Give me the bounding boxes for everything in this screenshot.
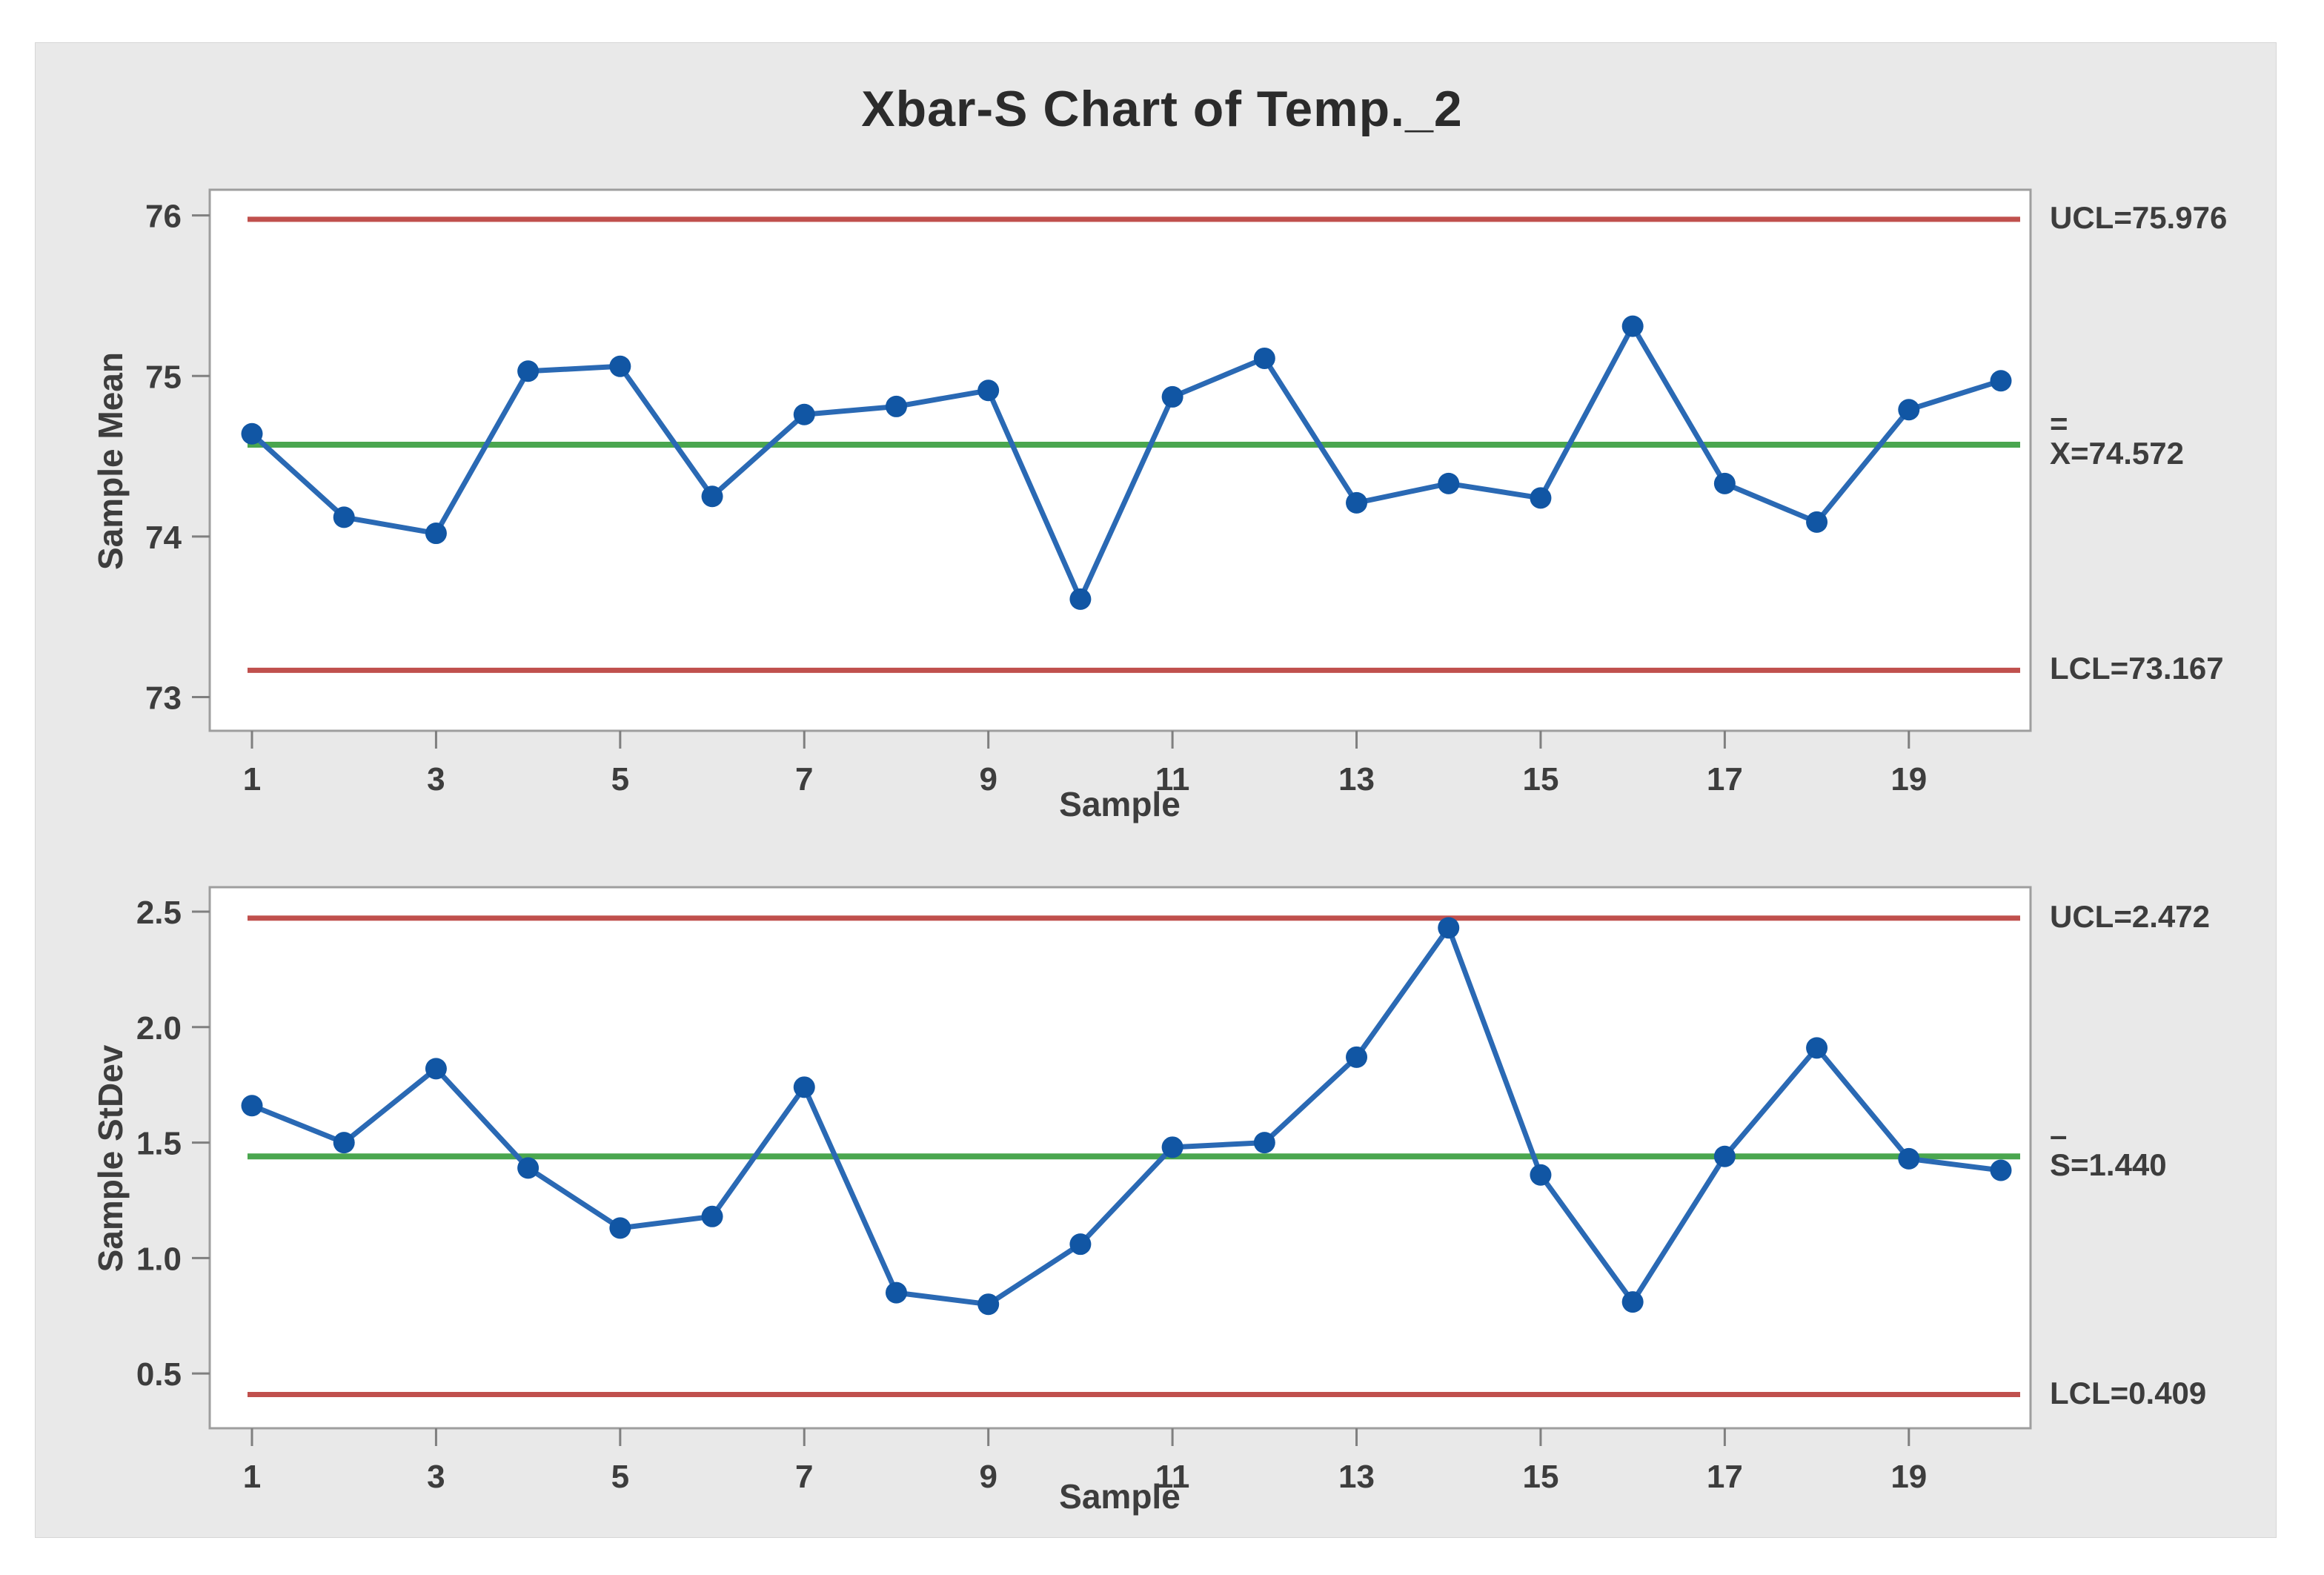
s-chart-data-point[interactable] <box>425 1058 447 1080</box>
s-chart-x-tick-label: 3 <box>427 1459 445 1495</box>
xbar-chart-data-point[interactable] <box>1530 487 1552 509</box>
center-label-s: – S=1.440 <box>2050 1118 2167 1182</box>
xbar-doublebar-glyph: = <box>2050 406 2068 441</box>
s-chart-x-tick-label: 9 <box>979 1459 997 1495</box>
xbar-chart-x-tick-label: 1 <box>243 761 261 798</box>
xbar-chart-data-point[interactable] <box>885 395 907 417</box>
xbar-chart-x-tick-label: 17 <box>1707 761 1743 798</box>
s-chart-x-tick-label: 17 <box>1707 1459 1743 1495</box>
xbar-chart-data-point[interactable] <box>1346 491 1368 514</box>
s-chart-data-point[interactable] <box>885 1281 907 1304</box>
s-chart-series-line <box>249 925 2004 1307</box>
xbar-chart-data-point[interactable] <box>425 523 447 545</box>
s-chart-plot-border <box>208 886 2032 1430</box>
s-chart-data-point[interactable] <box>701 1205 723 1227</box>
s-center-value: S=1.440 <box>2050 1147 2167 1182</box>
xbar-chart-data-point[interactable] <box>241 422 263 445</box>
s-chart-x-tick-label: 11 <box>1155 1459 1190 1495</box>
s-chart-data-point[interactable] <box>1621 1291 1644 1313</box>
x-axis-title-bottom: Sample <box>1059 1477 1181 1516</box>
s-chart-data-point[interactable] <box>1346 1046 1368 1068</box>
xbar-chart-x-tick-label: 7 <box>795 761 813 798</box>
xbar-chart-data-point[interactable] <box>1161 385 1183 408</box>
s-chart-x-tick-label: 5 <box>611 1459 629 1495</box>
xbar-chart-y-tick-label: 76 <box>145 199 182 235</box>
s-chart-data-point[interactable] <box>1898 1147 1920 1170</box>
xbar-chart-data-point[interactable] <box>1990 370 2012 392</box>
x-axis-title-top: Sample <box>1059 785 1181 823</box>
xbar-chart-x-tick-label: 5 <box>611 761 629 798</box>
xbar-chart-plot-border <box>208 188 2032 732</box>
xbar-chart-data-point[interactable] <box>1069 588 1092 610</box>
xbar-chart-data-point[interactable] <box>1621 315 1644 337</box>
xbar-chart-data-point[interactable] <box>977 379 1000 402</box>
xbar-chart-y-tick-label: 73 <box>145 680 182 717</box>
chart-title: Xbar-S Chart of Temp._2 <box>861 81 1463 137</box>
s-chart-data-point[interactable] <box>977 1293 1000 1316</box>
s-chart-x-tick-label: 7 <box>795 1459 813 1495</box>
xbar-chart-data-point[interactable] <box>701 485 723 508</box>
s-chart-x-tick-label: 13 <box>1338 1459 1375 1495</box>
s-chart-y-tick-label: 1.0 <box>136 1241 182 1277</box>
s-chart-y-tick-label: 0.5 <box>136 1356 182 1393</box>
xbar-chart-x-tick-label: 3 <box>427 761 445 798</box>
center-label-xbar: = X=74.572 <box>2050 406 2185 471</box>
xbar-chart-data-point[interactable] <box>1713 472 1736 494</box>
s-chart-data-point[interactable] <box>1806 1037 1828 1059</box>
s-chart-y-tick-label: 2.5 <box>136 895 182 931</box>
xbar-chart-data-point[interactable] <box>609 355 631 377</box>
xbar-chart-data-point[interactable] <box>1253 347 1275 369</box>
xbar-chart-data-point[interactable] <box>793 403 815 425</box>
xbar-chart-data-point[interactable] <box>1806 511 1828 533</box>
s-chart-data-point[interactable] <box>517 1157 540 1179</box>
s-chart-data-point[interactable] <box>609 1217 631 1239</box>
xbar-chart-series-line <box>249 323 2004 602</box>
s-chart-data-point[interactable] <box>1713 1145 1736 1167</box>
s-bar-glyph: – <box>2050 1118 2068 1153</box>
xbar-chart-x-tick-label: 19 <box>1890 761 1927 798</box>
xbar-chart-data-point[interactable] <box>517 360 540 382</box>
s-chart-x-tick-label: 1 <box>243 1459 261 1495</box>
lcl-label-s: LCL=0.409 <box>2050 1376 2207 1410</box>
xbar-chart-y-tick-label: 74 <box>145 520 182 556</box>
s-chart-data-point[interactable] <box>241 1095 263 1117</box>
xbar-chart-y-tick-label: 75 <box>145 359 182 395</box>
s-chart-data-point[interactable] <box>1438 917 1460 939</box>
s-chart-data-point[interactable] <box>333 1132 355 1154</box>
s-chart-y-tick-label: 2.0 <box>136 1010 182 1047</box>
xbar-chart-x-tick-label: 13 <box>1338 761 1375 798</box>
s-chart-data-point[interactable] <box>1069 1233 1092 1256</box>
s-chart-data-point[interactable] <box>1253 1132 1275 1154</box>
s-chart-data-point[interactable] <box>793 1076 815 1098</box>
s-chart-data-point[interactable] <box>1530 1164 1552 1186</box>
xbar-center-value: X=74.572 <box>2050 436 2185 471</box>
ucl-label-s: UCL=2.472 <box>2050 899 2210 934</box>
xbar-chart-data-point[interactable] <box>333 506 355 528</box>
xbar-chart-data-point[interactable] <box>1438 472 1460 494</box>
s-chart-x-tick-label: 19 <box>1890 1459 1927 1495</box>
s-chart-data-point[interactable] <box>1990 1159 2012 1181</box>
xbar-chart-x-tick-label: 9 <box>979 761 997 798</box>
ucl-label-xbar: UCL=75.976 <box>2050 200 2228 235</box>
lcl-label-xbar: LCL=73.167 <box>2050 651 2224 686</box>
xbar-chart-x-tick-label: 15 <box>1522 761 1558 798</box>
xbar-chart-plot-area <box>210 190 2031 731</box>
s-chart-x-tick-label: 15 <box>1522 1459 1558 1495</box>
s-chart-data-point[interactable] <box>1161 1136 1183 1158</box>
xbar-chart-data-point[interactable] <box>1898 399 1920 421</box>
s-chart-y-tick-label: 1.5 <box>136 1126 182 1162</box>
xbar-chart-x-tick-label: 11 <box>1155 761 1190 798</box>
